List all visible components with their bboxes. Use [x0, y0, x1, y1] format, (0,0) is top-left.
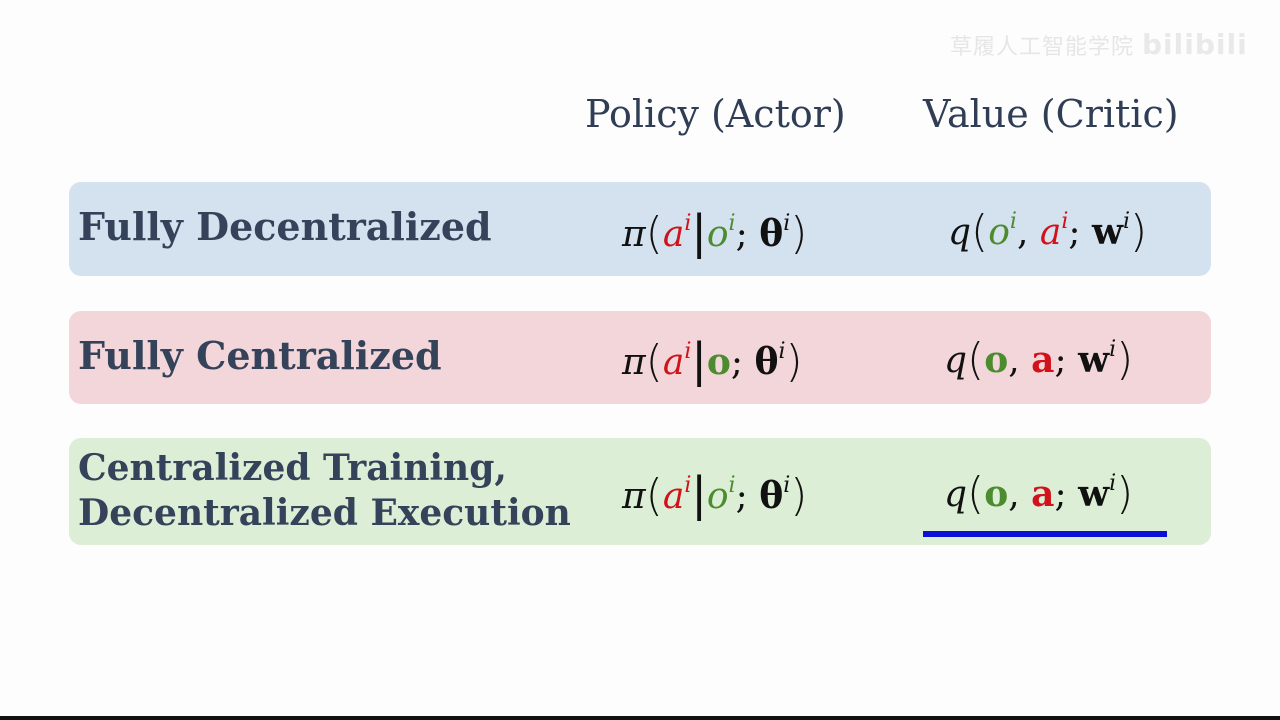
conditional-bar: | — [691, 467, 707, 521]
policy-formula-ctde: π(ai|oi; θi) — [622, 470, 808, 522]
joint-action-var: a — [1031, 473, 1055, 515]
conditional-bar: | — [691, 333, 707, 387]
joint-observation-var: o — [706, 341, 731, 383]
right-paren: ) — [1116, 334, 1134, 385]
observation-var: o — [706, 214, 729, 255]
joint-observation-var: o — [984, 339, 1009, 381]
watermark: 草履人工智能学院 bilibili — [950, 28, 1260, 68]
joint-observation-var: o — [984, 473, 1009, 515]
observation-superscript: i — [1009, 209, 1017, 234]
action-superscript: i — [684, 211, 692, 236]
right-paren: ) — [790, 470, 808, 521]
bottom-divider — [0, 716, 1280, 720]
comma: , — [1016, 212, 1029, 253]
observation-var: o — [988, 212, 1010, 253]
right-paren: ) — [1130, 206, 1148, 257]
action-var: a — [1039, 212, 1062, 253]
observation-superscript: i — [728, 473, 736, 498]
row-fully-decentralized: Fully Decentralized — [69, 182, 1211, 276]
semicolon: ; — [1068, 212, 1081, 253]
policy-column-header: Policy (Actor) — [585, 92, 846, 136]
right-paren: ) — [1116, 468, 1134, 519]
q-symbol: q — [944, 474, 968, 515]
right-paren: ) — [790, 208, 808, 259]
semicolon: ; — [730, 342, 744, 383]
row-label-line: Centralized Training, — [78, 447, 507, 489]
observation-var: o — [706, 476, 729, 517]
watermark-text: 草履人工智能学院 — [950, 35, 1135, 60]
conditional-bar: | — [691, 205, 707, 259]
left-paren: ( — [645, 470, 663, 521]
row-centralized-training-decentralized-execution: Centralized Training, Decentralized Exec… — [69, 438, 1211, 545]
row-label: Centralized Training, Decentralized Exec… — [78, 446, 571, 536]
theta-superscript: i — [783, 473, 791, 498]
theta-param: θ — [754, 341, 779, 383]
value-formula-decentralized: q(oi, ai; wi) — [948, 209, 1147, 258]
left-paren: ( — [971, 206, 989, 257]
row-label: Fully Decentralized — [78, 204, 492, 250]
theta-param: θ — [759, 475, 784, 517]
action-var: a — [662, 342, 685, 383]
action-superscript: i — [1061, 209, 1069, 234]
q-symbol: q — [948, 212, 972, 253]
row-label-line: Fully Centralized — [78, 333, 442, 378]
w-param: w — [1078, 473, 1110, 515]
left-paren: ( — [645, 208, 663, 259]
action-superscript: i — [684, 473, 692, 498]
row-label-line: Decentralized Execution — [78, 492, 571, 534]
value-column-header: Value (Critic) — [923, 92, 1179, 136]
w-superscript: i — [1122, 209, 1131, 234]
pi-symbol: π — [622, 214, 646, 255]
left-paren: ( — [967, 334, 985, 385]
w-param: w — [1091, 211, 1123, 253]
semicolon: ; — [1054, 474, 1067, 515]
value-formula-centralized: q(o, a; wi) — [944, 337, 1133, 386]
right-paren: ) — [785, 336, 803, 387]
comma: , — [1008, 340, 1020, 381]
pi-symbol: π — [622, 342, 646, 383]
w-superscript: i — [1109, 471, 1117, 496]
w-param: w — [1078, 339, 1110, 381]
bilibili-logo: bilibili — [1142, 28, 1248, 61]
left-paren: ( — [967, 468, 985, 519]
policy-formula-decentralized: π(ai|oi; θi) — [622, 208, 808, 260]
row-label-line: Fully Decentralized — [78, 204, 492, 249]
action-var: a — [662, 214, 685, 255]
observation-superscript: i — [728, 211, 736, 236]
semicolon: ; — [735, 214, 748, 255]
value-formula-ctde: q(o, a; wi) — [944, 471, 1133, 520]
joint-action-var: a — [1031, 339, 1055, 381]
comma: , — [1008, 474, 1020, 515]
policy-formula-centralized: π(ai|o; θi) — [622, 336, 803, 388]
action-var: a — [662, 476, 685, 517]
critic-highlight-underline — [923, 531, 1167, 537]
w-superscript: i — [1109, 337, 1117, 362]
semicolon: ; — [735, 476, 748, 517]
q-symbol: q — [944, 340, 968, 381]
left-paren: ( — [645, 336, 663, 387]
action-superscript: i — [684, 339, 692, 364]
row-label: Fully Centralized — [78, 333, 442, 379]
theta-superscript: i — [778, 339, 786, 364]
theta-superscript: i — [783, 211, 791, 236]
semicolon: ; — [1054, 340, 1067, 381]
row-fully-centralized: Fully Centralized — [69, 311, 1211, 404]
theta-param: θ — [759, 213, 784, 255]
pi-symbol: π — [622, 476, 646, 517]
